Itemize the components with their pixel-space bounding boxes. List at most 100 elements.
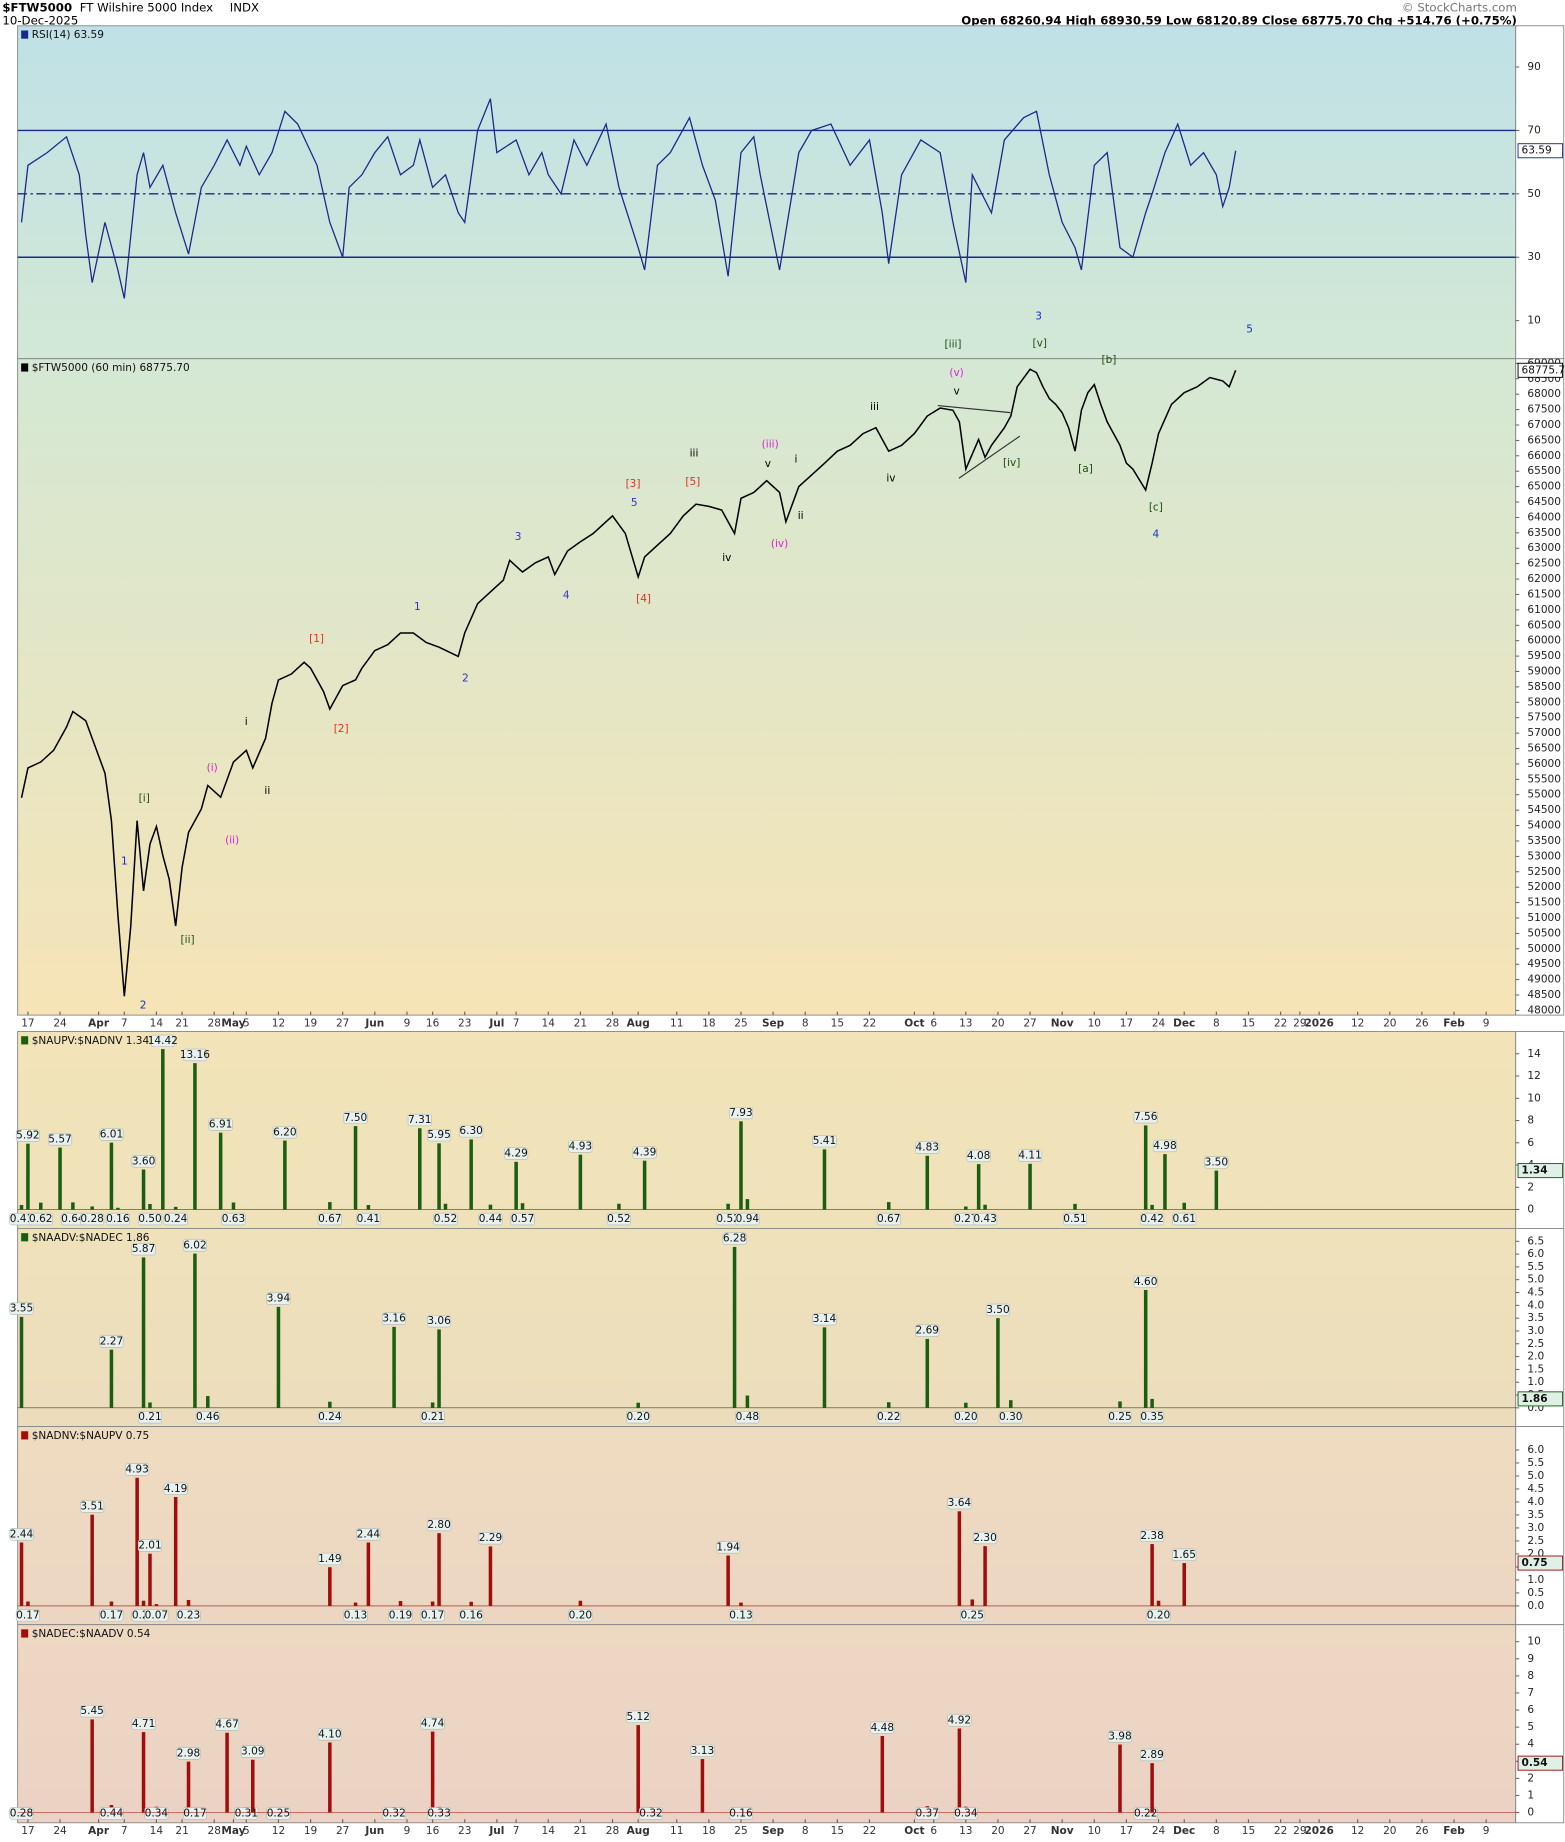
panel-background	[17, 1031, 1517, 1229]
panel-background	[17, 25, 1517, 360]
y-tick-label: 4.0	[1527, 1496, 1544, 1508]
value-label: 0.16	[106, 1213, 130, 1225]
x-tick-label: 18	[702, 1017, 715, 1029]
value-label-box	[876, 1212, 901, 1226]
y-tick-label: 57500	[1527, 712, 1561, 724]
bar	[886, 1402, 891, 1408]
x-tick-label: 13	[959, 1825, 972, 1837]
y-tick-label: 68000	[1527, 388, 1561, 400]
value-label-box	[80, 1500, 105, 1513]
y-tick-label: 0	[1527, 1807, 1534, 1819]
value-label-box	[568, 1609, 593, 1622]
wave-label: 2	[140, 1000, 147, 1012]
value-label-box	[953, 1807, 978, 1820]
y-tick-label: 70	[1527, 124, 1540, 136]
x-tick-label: Jun	[364, 1825, 384, 1837]
value-label-box	[150, 1034, 175, 1048]
bar	[225, 1732, 229, 1813]
wave-label: (i)	[207, 762, 218, 774]
value-label: 0.67	[318, 1213, 341, 1225]
x-tick-label: 26	[1415, 1017, 1429, 1029]
value-label: 0.22	[1134, 1807, 1157, 1819]
bar	[418, 1128, 422, 1210]
bar	[1028, 1163, 1032, 1210]
value-label-box	[80, 1705, 105, 1718]
x-tick-label: 9	[1483, 1825, 1490, 1837]
y-tick-label: 30	[1527, 251, 1540, 263]
x-tick-label: 8	[1213, 1017, 1220, 1029]
y-tick-label: 5.0	[1527, 1274, 1544, 1286]
y-tick-label: 50000	[1527, 943, 1561, 955]
value-label-box	[163, 1212, 188, 1226]
bar	[964, 1206, 968, 1210]
x-tick-label: 17	[21, 1017, 34, 1029]
panel-background	[17, 1426, 1517, 1626]
value-label-box	[195, 1411, 220, 1424]
value-label-box	[317, 1552, 342, 1566]
value-label: 4.98	[1153, 1140, 1176, 1152]
bar	[109, 1349, 114, 1408]
y-tick-label: 66500	[1527, 434, 1561, 446]
value-label: 0.25	[267, 1807, 290, 1819]
value-label-box	[504, 1147, 529, 1160]
x-tick-label: 22	[863, 1017, 876, 1029]
bar	[398, 1601, 403, 1606]
copyright: © StockCharts.com	[1402, 1, 1517, 15]
value-label-box	[1107, 1730, 1133, 1743]
x-tick-label: 7	[121, 1825, 128, 1837]
y-tick-label: 52500	[1527, 866, 1561, 878]
x-tick-label: 29	[1293, 1017, 1306, 1029]
y-tick-label: 61000	[1527, 604, 1561, 616]
value-label: 0.30	[999, 1411, 1022, 1423]
value-label-box	[459, 1609, 484, 1622]
value-label-box	[728, 1807, 753, 1820]
y-tick-label: 53500	[1527, 835, 1561, 847]
x-tick-label: Dec	[1173, 1017, 1195, 1029]
x-tick-label: 22	[863, 1825, 876, 1837]
x-tick-label: Sep	[762, 1825, 785, 1837]
bar	[957, 1728, 962, 1813]
bar	[488, 1204, 493, 1210]
bar	[1118, 1744, 1122, 1813]
y-tick-label: 90	[1527, 61, 1540, 73]
value-label: 4.67	[215, 1719, 238, 1731]
bar	[116, 1207, 120, 1210]
x-tick-label: 12	[1351, 1017, 1364, 1029]
value-label-box	[459, 1125, 484, 1138]
y-tick-label: 5.0	[1527, 1470, 1544, 1482]
x-tick-label: 19	[304, 1825, 317, 1837]
value-label: 5.92	[16, 1129, 39, 1141]
value-label-box	[915, 1324, 940, 1337]
value-label: 13.16	[180, 1049, 210, 1061]
value-label-box	[1140, 1212, 1165, 1226]
x-tick-label: 7	[513, 1017, 520, 1029]
y-tick-label: 49000	[1527, 974, 1561, 986]
bar	[141, 1257, 146, 1408]
bar	[328, 1567, 332, 1606]
value-label-box	[388, 1609, 413, 1622]
value-label-box	[420, 1411, 445, 1424]
bar	[822, 1149, 827, 1210]
y-tick-label: 4.5	[1527, 1287, 1544, 1299]
x-tick-label: 14	[150, 1825, 164, 1837]
x-tick-label: 15	[1242, 1017, 1255, 1029]
y-tick-label: 2.0	[1527, 1548, 1544, 1560]
value-label: 0.34	[954, 1807, 978, 1819]
last-value-box	[1517, 1555, 1564, 1571]
value-label: 0.37	[916, 1807, 939, 1819]
bar	[141, 1732, 146, 1813]
x-tick-label: 20	[1383, 1017, 1396, 1029]
x-tick-label: 10	[1088, 1825, 1101, 1837]
value-label-box	[407, 1113, 432, 1127]
value-label: 4.19	[164, 1483, 187, 1495]
value-label: 4.39	[633, 1146, 656, 1158]
bar	[430, 1402, 435, 1408]
value-label-box	[125, 1463, 150, 1476]
value-label: 0.28	[80, 1213, 103, 1225]
value-label: 3.50	[1205, 1156, 1228, 1168]
x-tick-label: 8	[802, 1017, 809, 1029]
wave-label: [a]	[1078, 463, 1093, 475]
value-label: 2.29	[479, 1532, 502, 1544]
legend-icon	[21, 1036, 29, 1045]
bar	[19, 1542, 24, 1606]
